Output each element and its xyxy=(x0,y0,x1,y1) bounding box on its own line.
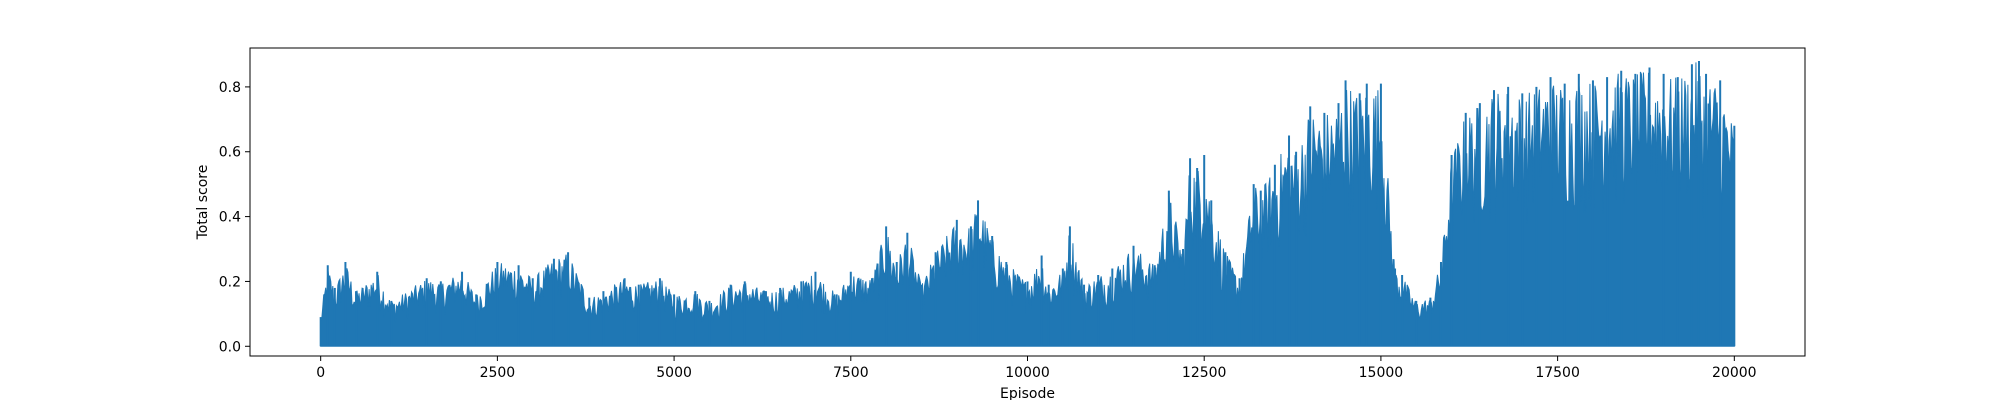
x-tick-label: 7500 xyxy=(833,365,869,381)
x-tick-label: 17500 xyxy=(1535,365,1580,381)
x-tick-label: 20000 xyxy=(1712,365,1757,381)
y-tick-label: 0.8 xyxy=(219,80,241,96)
y-tick-label: 0.0 xyxy=(219,339,241,355)
x-tick-label: 5000 xyxy=(656,365,692,381)
plot-layer xyxy=(319,60,1736,347)
x-axis-label: Episode xyxy=(1000,386,1055,400)
y-tick-label: 0.2 xyxy=(219,274,241,290)
y-axis-label: Total score xyxy=(195,165,211,241)
x-tick-label: 10000 xyxy=(1005,365,1050,381)
x-tick-label: 0 xyxy=(316,365,325,381)
y-tick-label: 0.4 xyxy=(219,210,241,226)
x-tick-label: 2500 xyxy=(480,365,516,381)
y-tick-label: 0.6 xyxy=(219,145,241,161)
x-tick-label: 12500 xyxy=(1182,365,1227,381)
y-axis-ticks: 0.0 0.2 0.4 0.6 0.8 xyxy=(219,80,250,355)
x-tick-label: 15000 xyxy=(1359,365,1404,381)
x-axis-ticks: 0 2500 5000 7500 10000 12500 15000 17500 20000 xyxy=(316,356,1757,381)
